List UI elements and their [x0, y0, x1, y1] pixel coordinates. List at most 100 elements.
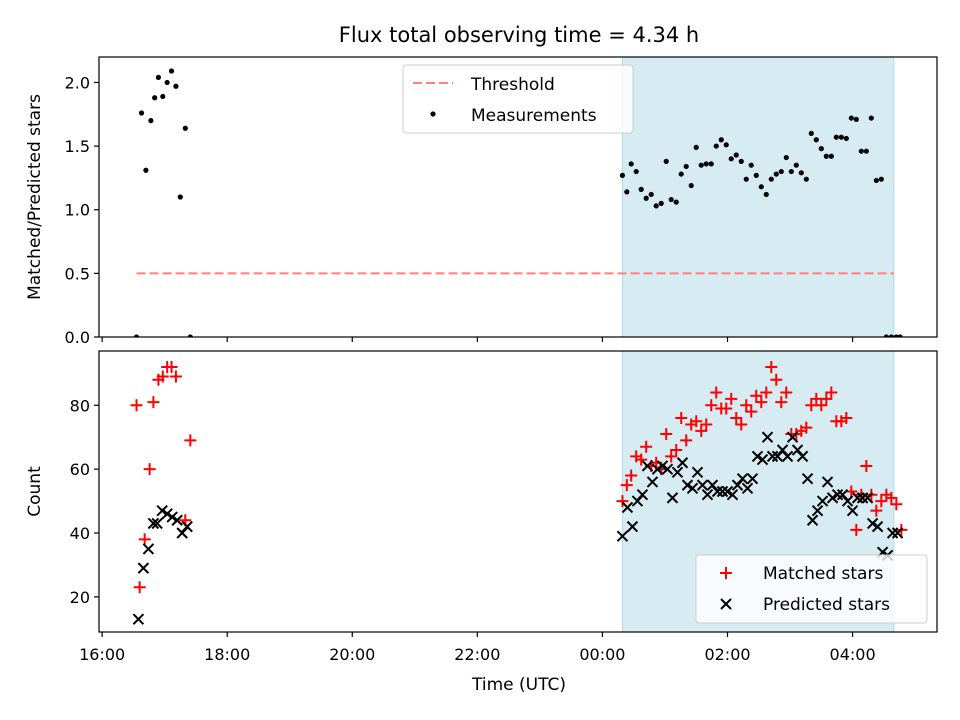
- predicted-star-marker: [781, 450, 794, 463]
- predicted-star-marker: [846, 504, 859, 517]
- matched-star-marker: [635, 453, 648, 466]
- predicted-star-marker: [661, 463, 674, 475]
- legend-threshold-label: Threshold: [470, 75, 555, 95]
- measurement-point: [133, 334, 140, 337]
- y-tick-label: 20: [70, 588, 90, 607]
- x-tick-label: 02:00: [704, 645, 750, 664]
- matched-star-marker: [690, 415, 703, 428]
- predicted-star-marker: [651, 463, 664, 475]
- matched-star-marker: [156, 370, 169, 383]
- matched-star-marker: [840, 412, 853, 425]
- predicted-star-marker: [801, 473, 814, 485]
- measurement-point: [668, 196, 674, 203]
- predicted-star-marker: [701, 488, 714, 501]
- matched-star-marker: [760, 386, 773, 399]
- matched-star-marker: [810, 392, 823, 405]
- predicted-star-marker: [641, 460, 654, 472]
- matched-star-marker: [815, 399, 828, 412]
- measurement-point: [693, 144, 699, 150]
- measurement-point: [160, 93, 166, 100]
- measurement-point: [168, 68, 175, 74]
- matched-star-marker: [710, 386, 723, 399]
- matched-star-marker: [130, 399, 143, 412]
- measurement-point: [624, 189, 630, 195]
- x-tick-label: 04:00: [830, 645, 876, 664]
- measurement-point: [164, 79, 170, 86]
- predicted-star-marker: [871, 520, 884, 533]
- measurement-point: [155, 74, 162, 80]
- measurement-point: [858, 148, 864, 154]
- measurement-point: [663, 158, 669, 164]
- matched-star-marker: [820, 392, 833, 405]
- predicted-star-marker: [656, 460, 669, 472]
- predicted-star-marker: [646, 476, 659, 488]
- y-tick-label: 80: [70, 396, 90, 415]
- measurement-point: [758, 184, 764, 190]
- predicted-star-marker: [741, 482, 754, 495]
- y-tick-label: 40: [70, 524, 90, 543]
- predicted-star-marker: [856, 492, 869, 504]
- matched-star-marker: [870, 504, 883, 517]
- matched-star-marker: [616, 495, 629, 508]
- predicted-star-marker: [721, 485, 734, 498]
- axes-frame: [98, 56, 938, 338]
- x-tick-label: 18:00: [204, 645, 250, 664]
- matched-star-marker: [620, 479, 633, 492]
- predicted-star-marker: [711, 485, 724, 498]
- measurement-point: [828, 153, 834, 159]
- measurement-point: [187, 334, 193, 337]
- matched-star-marker: [138, 533, 151, 546]
- measurement-point: [648, 191, 654, 198]
- predicted-star-marker: [816, 495, 829, 507]
- measurement-point: [683, 163, 689, 170]
- measurement-point: [878, 176, 884, 182]
- y-tick-label: 2.0: [65, 73, 90, 92]
- predicted-star-marker: [156, 504, 168, 517]
- y-axis-label: Count: [25, 466, 45, 517]
- measurement-point: [138, 110, 145, 116]
- predicted-star-marker: [886, 527, 899, 539]
- measurement-point: [703, 161, 709, 167]
- measurement-point: [182, 125, 188, 131]
- predicted-star-marker: [636, 488, 649, 501]
- measurement-point: [813, 137, 819, 143]
- measurement-point: [838, 134, 844, 140]
- measurement-point: [143, 167, 149, 173]
- predicted-star-marker: [161, 508, 173, 520]
- measurement-point: [803, 176, 809, 182]
- measurement-point: [678, 171, 684, 177]
- matched-star-marker: [695, 424, 708, 437]
- measurement-point: [728, 156, 734, 162]
- predicted-star-marker: [716, 485, 729, 498]
- legend-box: [695, 554, 928, 624]
- predicted-star-marker: [691, 466, 704, 479]
- measurement-point: [698, 162, 704, 168]
- measurement-point: [688, 182, 694, 189]
- predicted-star-marker: [686, 482, 699, 495]
- legend-predicted-label: Predicted stars: [763, 595, 890, 615]
- measurement-point: [148, 118, 154, 124]
- measurement-point: [823, 153, 829, 159]
- legend-predicted-swatch: [720, 598, 732, 610]
- measurement-point: [868, 115, 874, 121]
- x-tick-label: 22:00: [454, 645, 500, 664]
- predicted-star-marker: [132, 613, 145, 625]
- predicted-star-marker: [681, 479, 694, 491]
- matched-star-marker: [640, 440, 653, 453]
- legend-measurements-label: Measurements: [471, 106, 597, 126]
- legend: Matched stars Predicted stars: [695, 554, 928, 624]
- measurement-point: [173, 83, 179, 89]
- measurement-point: [818, 146, 824, 152]
- predicted-star-marker: [142, 543, 155, 555]
- matched-star-marker: [740, 399, 753, 412]
- predicted-star-marker: [171, 514, 183, 526]
- matched-star-marker: [890, 498, 903, 511]
- y-tick-label: 60: [70, 460, 90, 479]
- y-tick-label: 0.5: [65, 264, 90, 283]
- measurement-point: [152, 95, 158, 101]
- measurement-point: [643, 195, 649, 201]
- predicted-star-marker: [181, 520, 193, 533]
- measurement-point: [177, 194, 183, 200]
- measurement-point: [808, 130, 814, 136]
- predicted-star-marker: [841, 495, 854, 507]
